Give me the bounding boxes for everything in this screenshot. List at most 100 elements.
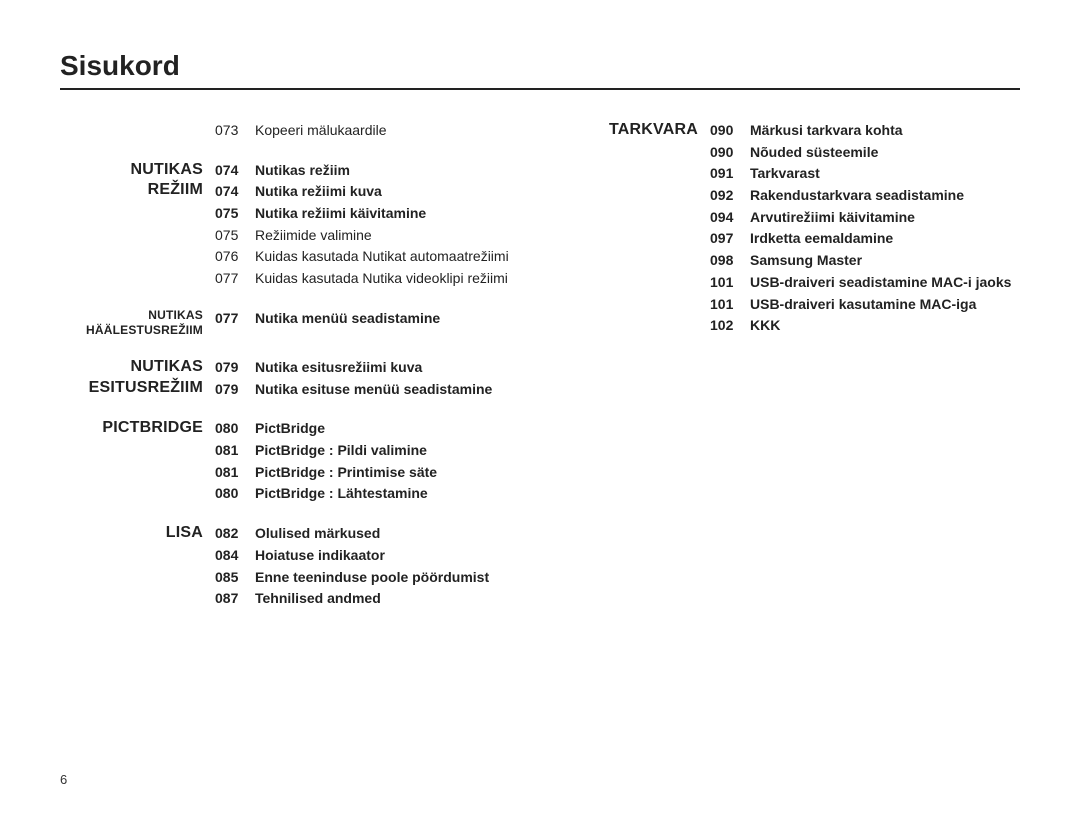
toc-text: Tehnilised andmed (255, 588, 570, 610)
toc-text: Irdketta eemaldamine (750, 228, 1020, 250)
toc-page: 074 (215, 160, 255, 182)
toc-entry: 073 Kopeeri mälukaardile (215, 120, 570, 142)
toc-text: Enne teeninduse poole pöördumist (255, 567, 570, 589)
toc-text: Nutika režiimi käivitamine (255, 203, 570, 225)
toc-text: KKK (750, 315, 1020, 337)
toc-entry: 079 Nutika esituse menüü seadistamine (215, 379, 570, 401)
toc-entry: 091 Tarkvarast (710, 163, 1020, 185)
toc-text: Nõuded süsteemile (750, 142, 1020, 164)
toc-page: 085 (215, 567, 255, 589)
toc-page: 090 (710, 142, 750, 164)
toc-entry: 097 Irdketta eemaldamine (710, 228, 1020, 250)
toc-page: 075 (215, 203, 255, 225)
toc-page: 087 (215, 588, 255, 610)
toc-page: 097 (710, 228, 750, 250)
toc-text: Režiimide valimine (255, 225, 570, 247)
toc-text: Arvutirežiimi käivitamine (750, 207, 1020, 229)
toc-entry: 075 Režiimide valimine (215, 225, 570, 247)
toc-page: 077 (215, 308, 255, 330)
toc-page: 098 (710, 250, 750, 272)
toc-text: USB-draiveri kasutamine MAC-iga (750, 294, 1020, 316)
toc-text: PictBridge : Lähtestamine (255, 483, 570, 505)
toc-page: 101 (710, 272, 750, 294)
section-label: NUTIKAS REŽIIM (60, 160, 215, 202)
toc-page: 081 (215, 462, 255, 484)
toc-text: Olulised märkused (255, 523, 570, 545)
toc-entry: 101 USB-draiveri seadistamine MAC-i jaok… (710, 272, 1020, 294)
toc-text: PictBridge : Printimise säte (255, 462, 570, 484)
toc-entry: 082 Olulised märkused (215, 523, 570, 545)
toc-text: PictBridge : Pildi valimine (255, 440, 570, 462)
toc-page: 073 (215, 120, 255, 142)
toc-page: 091 (710, 163, 750, 185)
toc-entry: 101 USB-draiveri kasutamine MAC-iga (710, 294, 1020, 316)
section-entries: 079 Nutika esitusrežiimi kuva 079 Nutika… (215, 357, 570, 400)
section-label: TARKVARA (590, 120, 710, 141)
toc-text: USB-draiveri seadistamine MAC-i jaoks (750, 272, 1020, 294)
toc-page: 080 (215, 483, 255, 505)
label-line: REŽIIM (60, 180, 203, 201)
toc-text: Nutika režiimi kuva (255, 181, 570, 203)
toc-entry: 080 PictBridge : Lähtestamine (215, 483, 570, 505)
toc-section: NUTIKAS REŽIIM 074 Nutikas režiim 074 Nu… (60, 160, 570, 290)
toc-text: Kuidas kasutada Nutikat automaatrežiimi (255, 246, 570, 268)
right-column: TARKVARA 090 Märkusi tarkvara kohta 090 … (570, 120, 1020, 355)
label-line: TARKVARA (590, 120, 698, 141)
section-label: NUTIKAS HÄÄLESTUSREŽIIM (60, 308, 215, 339)
toc-text: Rakendustarkvara seadistamine (750, 185, 1020, 207)
toc-entry: 087 Tehnilised andmed (215, 588, 570, 610)
toc-entry: 080 PictBridge (215, 418, 570, 440)
toc-entry: 074 Nutika režiimi kuva (215, 181, 570, 203)
toc-page: 081 (215, 440, 255, 462)
toc-entry: 081 PictBridge : Pildi valimine (215, 440, 570, 462)
toc-entry: 098 Samsung Master (710, 250, 1020, 272)
toc-text: Nutikas režiim (255, 160, 570, 182)
toc-section: NUTIKAS ESITUSREŽIIM 079 Nutika esitusre… (60, 357, 570, 400)
page-title: Sisukord (60, 50, 1020, 82)
page-number: 6 (60, 772, 67, 787)
section-entries: 073 Kopeeri mälukaardile (215, 120, 570, 142)
toc-entry: 084 Hoiatuse indikaator (215, 545, 570, 567)
section-label: NUTIKAS ESITUSREŽIIM (60, 357, 215, 399)
toc-text: Tarkvarast (750, 163, 1020, 185)
section-entries: 080 PictBridge 081 PictBridge : Pildi va… (215, 418, 570, 505)
toc-text: Nutika esituse menüü seadistamine (255, 379, 570, 401)
toc-entry: 090 Nõuded süsteemile (710, 142, 1020, 164)
toc-text: PictBridge (255, 418, 570, 440)
toc-text: Märkusi tarkvara kohta (750, 120, 1020, 142)
toc-section: LISA 082 Olulised märkused 084 Hoiatuse … (60, 523, 570, 610)
section-entries: 074 Nutikas režiim 074 Nutika režiimi ku… (215, 160, 570, 290)
toc-entry: 077 Nutika menüü seadistamine (215, 308, 570, 330)
toc-section: TARKVARA 090 Märkusi tarkvara kohta 090 … (590, 120, 1020, 337)
toc-entry: 092 Rakendustarkvara seadistamine (710, 185, 1020, 207)
toc-entry: 077 Kuidas kasutada Nutika videoklipi re… (215, 268, 570, 290)
toc-page: 074 (215, 181, 255, 203)
toc-entry: 079 Nutika esitusrežiimi kuva (215, 357, 570, 379)
toc-page: 094 (710, 207, 750, 229)
toc-section: PICTBRIDGE 080 PictBridge 081 PictBridge… (60, 418, 570, 505)
label-line: LISA (60, 523, 203, 544)
toc-entry: 081 PictBridge : Printimise säte (215, 462, 570, 484)
toc-section: 073 Kopeeri mälukaardile (60, 120, 570, 142)
section-label: PICTBRIDGE (60, 418, 215, 439)
title-rule (60, 88, 1020, 90)
toc-page: 080 (215, 418, 255, 440)
label-line: HÄÄLESTUSREŽIIM (60, 323, 203, 339)
toc-entry: 076 Kuidas kasutada Nutikat automaatreži… (215, 246, 570, 268)
label-line: NUTIKAS (60, 160, 203, 181)
section-label: LISA (60, 523, 215, 544)
toc-entry: 075 Nutika režiimi käivitamine (215, 203, 570, 225)
toc-section: NUTIKAS HÄÄLESTUSREŽIIM 077 Nutika menüü… (60, 308, 570, 339)
toc-text: Nutika esitusrežiimi kuva (255, 357, 570, 379)
toc-entry: 085 Enne teeninduse poole pöördumist (215, 567, 570, 589)
toc-text: Kuidas kasutada Nutika videoklipi režiim… (255, 268, 570, 290)
toc-entry: 090 Märkusi tarkvara kohta (710, 120, 1020, 142)
toc-text: Hoiatuse indikaator (255, 545, 570, 567)
toc-entry: 074 Nutikas režiim (215, 160, 570, 182)
label-line: ESITUSREŽIIM (60, 378, 203, 399)
section-entries: 077 Nutika menüü seadistamine (215, 308, 570, 330)
label-line: NUTIKAS (60, 357, 203, 378)
toc-page: 102 (710, 315, 750, 337)
toc-entry: 094 Arvutirežiimi käivitamine (710, 207, 1020, 229)
left-column: 073 Kopeeri mälukaardile NUTIKAS REŽIIM … (60, 120, 570, 628)
